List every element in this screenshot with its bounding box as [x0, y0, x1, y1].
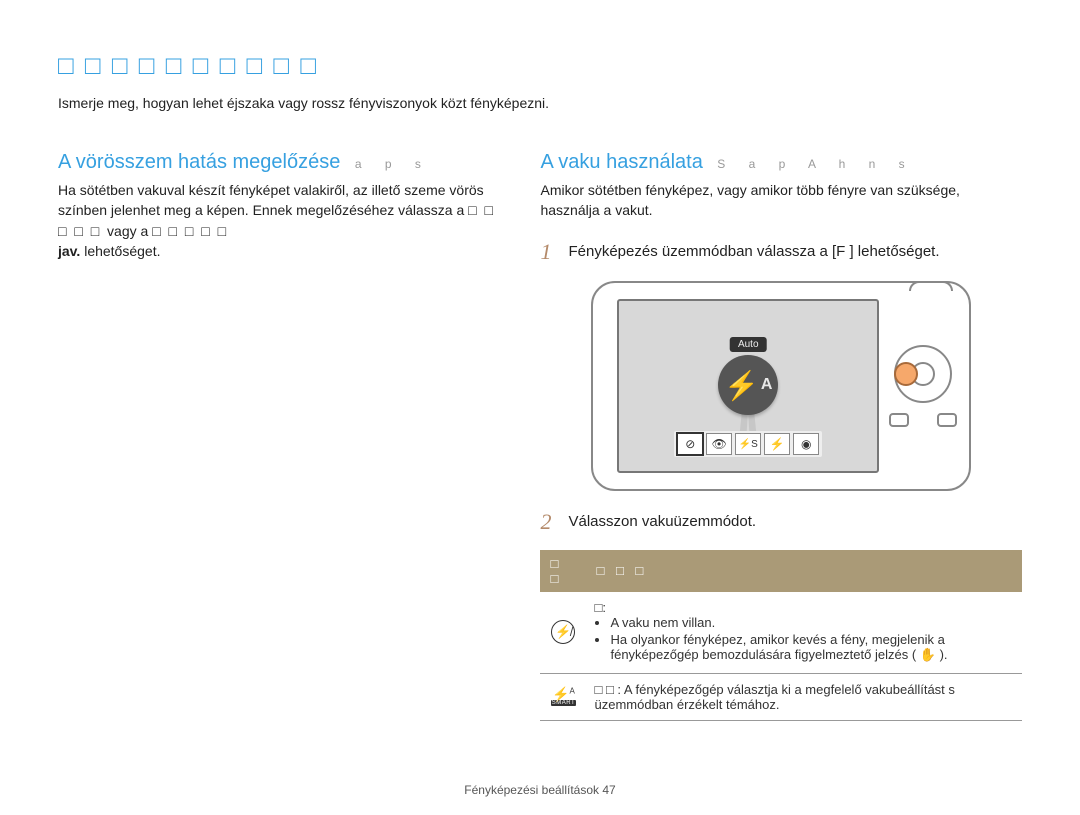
flash-auto-icon: ⚡A: [718, 355, 778, 415]
step-2-text: Válasszon vakuüzemmódot.: [568, 511, 756, 534]
right-column: A vaku használata S a p A h n s Amikor s…: [540, 151, 1022, 721]
dpad-left-highlight: [894, 362, 918, 386]
page-intro: Ismerje meg, hogyan lehet éjszaka vagy r…: [58, 95, 1022, 111]
page-title: □ □ □ □ □ □ □ □ □ □: [58, 50, 1022, 81]
table-row: ⚡ASMART □ □ : A fényképezőgép választja …: [540, 673, 1022, 720]
mode-eye-icon: ◉: [793, 433, 819, 455]
dpad-icon: [894, 345, 952, 403]
flash-smart-icon: ⚡ASMART: [540, 673, 586, 720]
camera-lcd: Auto ⚡A ⊘ 👁 ⚡S ⚡ ◉: [617, 299, 879, 473]
redeye-paragraph: Ha sötétben vakuval készít fényképet val…: [58, 180, 502, 261]
redeye-heading: A vörösszem hatás megelőzése: [58, 151, 340, 173]
camera-illustration: Auto ⚡A ⊘ 👁 ⚡S ⚡ ◉: [540, 281, 1022, 491]
page-number: 47: [602, 783, 615, 797]
page-footer: Fényképezési beállítások 47: [0, 783, 1080, 797]
flash-off-icon: ⚡̸: [540, 592, 586, 674]
small-button-2: [937, 413, 957, 427]
mode-slow-icon: ⚡S: [735, 433, 761, 455]
flash-smart-desc: □ □ : A fényképezőgép választja ki a meg…: [586, 673, 1022, 720]
small-button-1: [889, 413, 909, 427]
table-header-icon: □ □: [540, 550, 586, 592]
mode-redeye-icon: 👁: [706, 433, 732, 455]
flash-options-table: □ □ □ □ □ ⚡̸ □: A vaku nem villan.: [540, 550, 1022, 721]
flash-off-title: □:: [594, 600, 605, 615]
flash-intro: Amikor sötétben fényképez, vagy amikor t…: [540, 180, 1022, 221]
flash-mode-strip: ⊘ 👁 ⚡S ⚡ ◉: [674, 431, 822, 457]
mode-fill-icon: ⚡: [764, 433, 790, 455]
step-1-text: Fényképezés üzemmódban válassza a [F ] l…: [568, 241, 939, 264]
table-row: ⚡̸ □: A vaku nem villan. Ha olyankor fén…: [540, 592, 1022, 674]
redeye-option2: □ □ □ □ □: [152, 223, 228, 239]
table-header-desc: □ □ □: [586, 550, 1022, 592]
flash-mode-label: Auto: [730, 337, 767, 352]
flash-off-bullet-2: Ha olyankor fényképez, amikor kevés a fé…: [610, 632, 1014, 663]
redeye-tail: lehetőséget.: [80, 243, 160, 259]
step-1: 1 Fényképezés üzemmódban válassza a [F ]…: [540, 241, 1022, 264]
step-2-number: 2: [540, 511, 558, 533]
step-2: 2 Válasszon vakuüzemmódot.: [540, 511, 1022, 534]
redeye-mid: vagy a: [107, 223, 152, 239]
flash-off-desc: □: A vaku nem villan. Ha olyankor fényké…: [586, 592, 1022, 674]
flash-modes: S a p A h n s: [717, 157, 914, 171]
mode-off-icon: ⊘: [677, 433, 703, 455]
redeye-text-1: Ha sötétben vakuval készít fényképet val…: [58, 182, 484, 218]
left-column: A vörösszem hatás megelőzése a p s Ha sö…: [58, 151, 502, 721]
footer-text: Fényképezési beállítások: [464, 783, 599, 797]
step-1-number: 1: [540, 241, 558, 263]
flash-off-bullet-1: A vaku nem villan.: [610, 615, 1014, 630]
redeye-jav: jav.: [58, 243, 80, 259]
shutter-outline: [909, 281, 953, 291]
redeye-modes: a p s: [355, 157, 431, 171]
flash-heading: A vaku használata: [540, 151, 702, 173]
camera-controls: [889, 345, 957, 427]
